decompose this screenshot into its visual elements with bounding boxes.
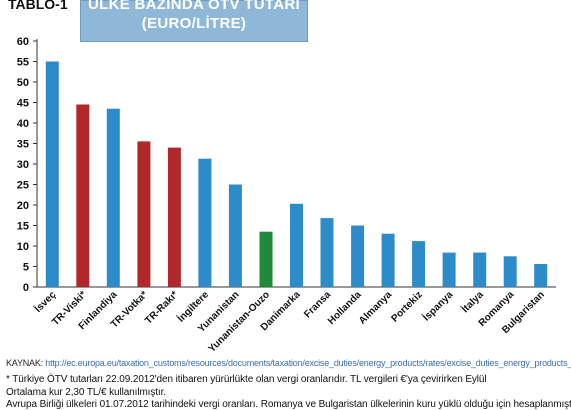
bar: [473, 252, 487, 287]
y-tick-label: 55: [17, 57, 29, 69]
table-label: TABLO-1: [8, 0, 68, 12]
y-tick-label: 50: [17, 77, 29, 89]
bar: [198, 158, 212, 287]
bar: [351, 225, 365, 287]
y-tick-label: 25: [17, 180, 29, 192]
y-tick-label: 45: [17, 98, 29, 110]
y-tick-label: 60: [17, 36, 29, 48]
bar: [290, 203, 303, 287]
bar: [534, 264, 548, 287]
blank-region: [457, 0, 571, 168]
x-tick-label: Portekiz: [389, 289, 424, 324]
bar: [381, 233, 395, 287]
bar: [442, 252, 456, 287]
bar: [503, 256, 517, 288]
bar: [259, 231, 273, 287]
y-tick-label: 35: [17, 139, 29, 151]
bar: [228, 184, 242, 287]
x-tick-label: İsveç: [31, 288, 58, 315]
bar: [45, 61, 59, 287]
y-tick-label: 30: [17, 159, 29, 171]
source-url[interactable]: http://ec.europa.eu/taxation_customs/res…: [45, 358, 571, 368]
footnote-line-2: Ortalama kur 2,30 TL/€ kullanılmıştır.: [6, 387, 166, 398]
x-tick-label: TR-Rakı*: [143, 289, 180, 326]
source-line: KAYNAK: http://ec.europa.eu/taxation_cus…: [6, 358, 571, 368]
bar-chart: 051015202530354045505560İsveçTR-Viski*Fi…: [17, 36, 556, 355]
footnote-line-1: * Türkiye ÖTV tutarları 22.09.2012'den i…: [6, 374, 487, 385]
bar: [137, 141, 151, 287]
y-tick-label: 15: [17, 221, 29, 233]
x-tick-label: Almanya: [357, 289, 395, 327]
chart-title-box: ÜLKE BAZINDA ÖTV TUTARI (EURO/LİTRE): [80, 0, 308, 42]
bars: [45, 61, 548, 288]
chart-title-line1: ÜLKE BAZINDA ÖTV TUTARI: [88, 0, 300, 13]
chart-title-line2: (EURO/LİTRE): [141, 15, 247, 32]
x-tick-label: İspanya: [420, 288, 456, 324]
bar: [106, 108, 120, 287]
source-label: KAYNAK:: [6, 358, 43, 368]
bar: [167, 147, 181, 287]
y-tick-label: 40: [17, 118, 29, 130]
bar: [76, 104, 90, 287]
bar: [320, 218, 334, 287]
y-tick-label: 20: [17, 200, 29, 212]
y-tick-label: 5: [23, 262, 29, 274]
bar: [412, 241, 426, 287]
y-tick-label: 10: [17, 241, 29, 253]
y-tick-label: 0: [23, 282, 29, 294]
x-tick-label: İtalya: [459, 288, 487, 316]
